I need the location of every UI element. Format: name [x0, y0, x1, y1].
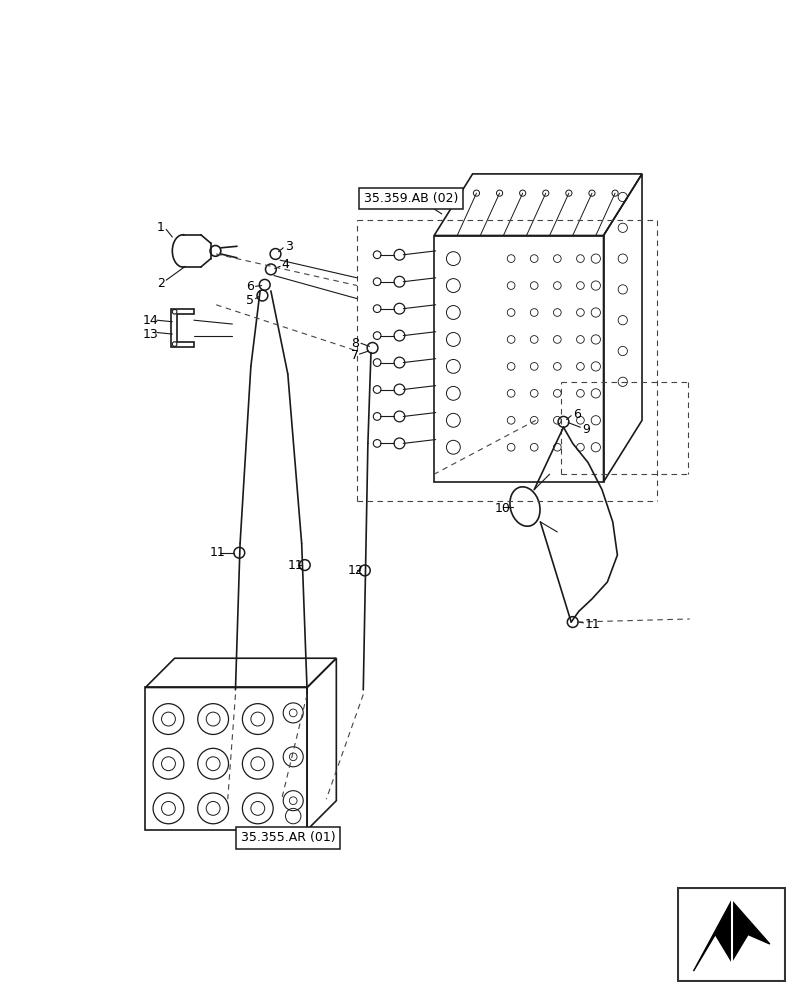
Text: 8: 8	[351, 337, 359, 350]
Text: 1: 1	[157, 221, 165, 234]
Text: 13: 13	[143, 328, 159, 341]
Text: 35.355.AR (01): 35.355.AR (01)	[241, 831, 335, 844]
Text: 11: 11	[288, 559, 304, 572]
Text: 35.359.AB (02): 35.359.AB (02)	[364, 192, 458, 205]
Text: 2: 2	[157, 277, 165, 290]
Text: 12: 12	[348, 564, 364, 577]
Text: 6: 6	[573, 408, 581, 421]
Text: 10: 10	[494, 502, 510, 515]
Polygon shape	[693, 901, 770, 971]
Text: 4: 4	[282, 258, 289, 271]
Text: 14: 14	[143, 314, 159, 327]
Text: 6: 6	[246, 280, 254, 293]
Text: 9: 9	[582, 423, 590, 436]
Text: 5: 5	[246, 294, 255, 307]
Text: 11: 11	[585, 618, 601, 631]
Text: 7: 7	[351, 349, 359, 362]
Text: 11: 11	[209, 546, 225, 559]
Text: 3: 3	[284, 240, 292, 253]
